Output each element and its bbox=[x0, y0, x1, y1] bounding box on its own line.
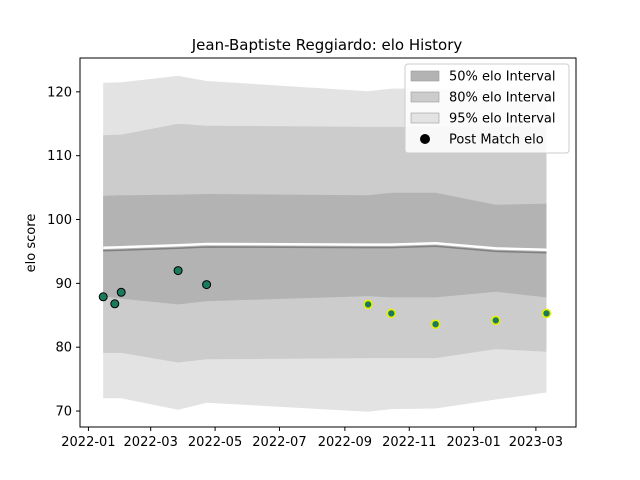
x-tick-label: 2022-09 bbox=[318, 435, 372, 450]
x-axis-ticks: 2022-01 2022-03 2022-05 2022-07 2022-09 2022-… bbox=[61, 427, 563, 450]
legend: 50% elo Interval 80% elo Interval 95% elo … bbox=[404, 63, 570, 154]
x-tick-label: 2022-03 bbox=[124, 435, 178, 450]
band-50-elo-interval bbox=[103, 192, 547, 305]
legend-box bbox=[404, 63, 570, 154]
y-tick-label: 110 bbox=[47, 149, 72, 164]
post-match-point bbox=[490, 315, 501, 326]
legend-label: 80% elo Interval bbox=[449, 91, 556, 106]
x-tick-label: 2023-03 bbox=[509, 435, 563, 450]
post-match-point bbox=[116, 287, 126, 297]
legend-swatch bbox=[410, 91, 440, 103]
plot-frame bbox=[79, 57, 577, 428]
y-axis-label: elo score bbox=[24, 214, 39, 273]
legend-label: 95% elo Interval bbox=[449, 112, 556, 127]
chart-title: Jean-Baptiste Reggiardo: elo History bbox=[191, 36, 463, 54]
post-match-point bbox=[202, 280, 212, 290]
y-axis-ticks: 70 80 90 100 110 120 bbox=[47, 85, 80, 420]
x-tick-label: 2022-05 bbox=[188, 435, 242, 450]
post-match-point bbox=[98, 292, 108, 302]
y-tick-label: 90 bbox=[55, 277, 72, 292]
post-match-point bbox=[430, 319, 441, 330]
x-tick-label: 2022-07 bbox=[252, 435, 306, 450]
legend-label: 50% elo Interval bbox=[449, 70, 556, 85]
y-tick-label: 80 bbox=[55, 341, 72, 356]
trend-lines bbox=[103, 242, 547, 254]
y-tick-label: 100 bbox=[47, 213, 72, 228]
post-match-point bbox=[110, 299, 120, 309]
post-match-point bbox=[386, 308, 397, 319]
y-tick-label: 120 bbox=[47, 85, 72, 100]
x-tick-label: 2022-11 bbox=[382, 435, 436, 450]
x-tick-label: 2022-01 bbox=[61, 435, 115, 450]
legend-swatch bbox=[410, 70, 440, 82]
legend-label: Post Match elo bbox=[449, 133, 544, 148]
mean-highlight-line bbox=[103, 242, 547, 251]
legend-marker-post-match bbox=[420, 134, 430, 144]
post-match-point bbox=[173, 266, 183, 276]
mean-elo-line bbox=[103, 245, 547, 254]
post-match-points bbox=[98, 266, 552, 330]
legend-swatch bbox=[410, 112, 440, 124]
post-match-point bbox=[363, 299, 373, 310]
x-tick-label: 2023-01 bbox=[446, 435, 500, 450]
post-match-point bbox=[541, 308, 552, 319]
y-tick-label: 70 bbox=[55, 405, 72, 420]
